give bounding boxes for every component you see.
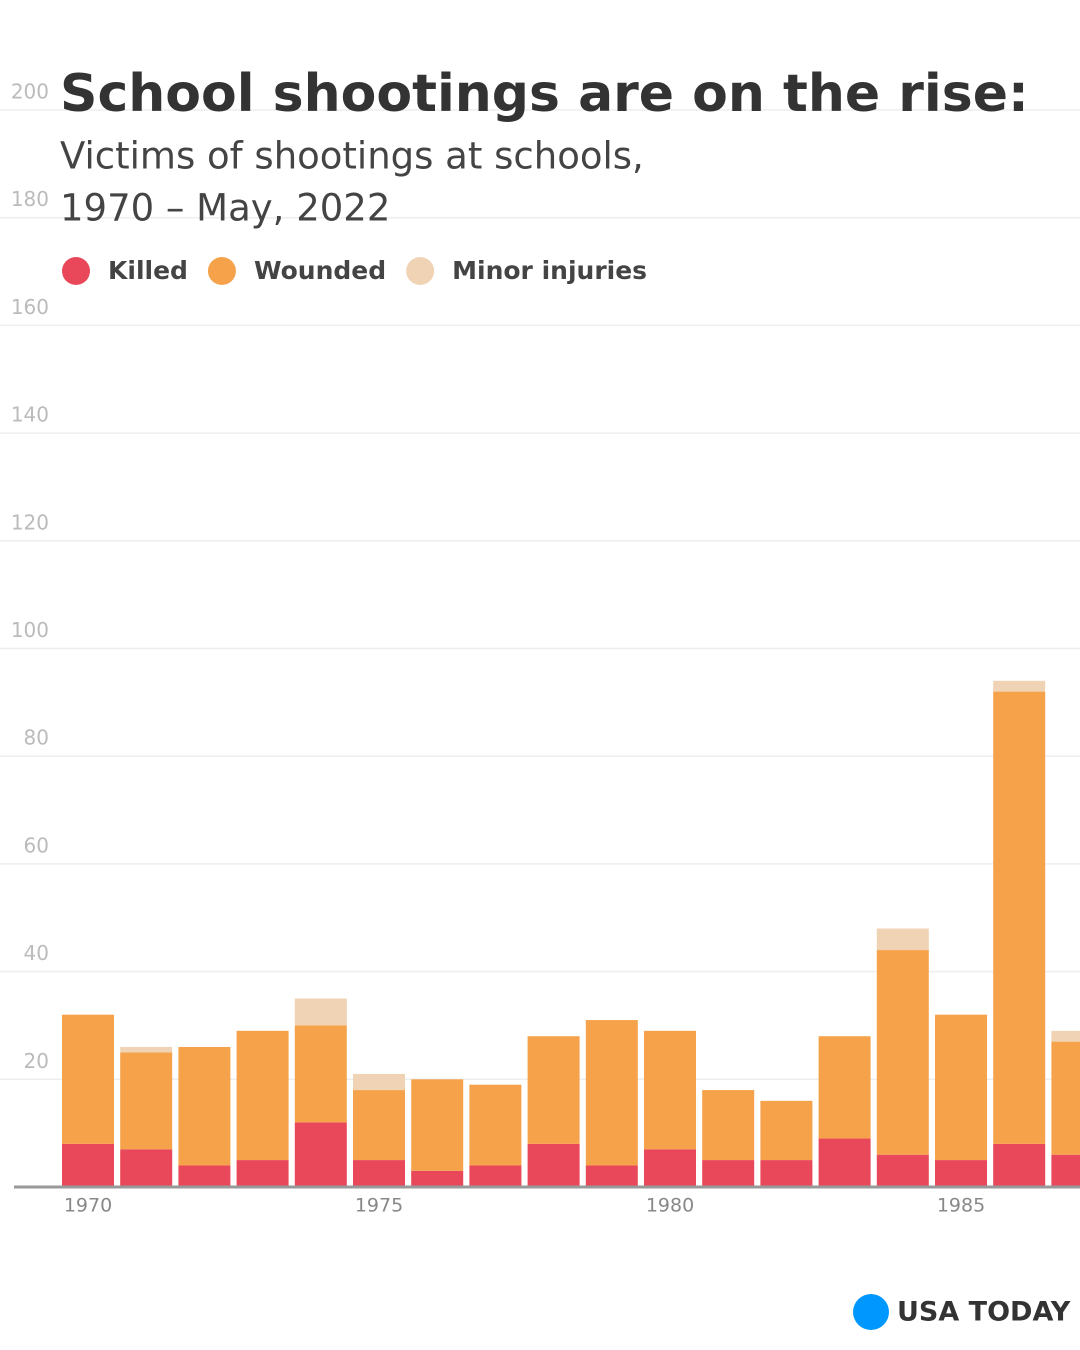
bar-segment bbox=[353, 1160, 405, 1187]
bar-segment bbox=[760, 1160, 813, 1187]
bar-segment bbox=[993, 1143, 1046, 1187]
bar-segment bbox=[876, 1154, 929, 1187]
legend-marker bbox=[406, 257, 435, 285]
bar-segment bbox=[876, 928, 929, 951]
y-tick-label: 120 bbox=[11, 510, 49, 534]
chart-subtitle: 1970 – May, 2022 bbox=[60, 187, 390, 230]
bar-segment bbox=[294, 1025, 347, 1123]
bar-segment bbox=[818, 1036, 871, 1139]
y-tick-label: 80 bbox=[24, 726, 49, 750]
bar-segment bbox=[294, 1122, 347, 1187]
bar-segment bbox=[469, 1084, 522, 1166]
legend: Killed Wounded Minor injuries bbox=[62, 256, 647, 285]
bar-segment bbox=[120, 1052, 173, 1150]
bar-segment bbox=[527, 1143, 580, 1187]
legend-marker bbox=[207, 257, 236, 285]
bar-segment bbox=[644, 1149, 696, 1187]
bar-segment bbox=[236, 1160, 289, 1187]
bar-segment bbox=[469, 1165, 522, 1187]
chart-subtitle: Victims of shootings at schools, bbox=[60, 135, 644, 178]
x-tick-label: 1980 bbox=[646, 1195, 694, 1217]
legend-label: Killed bbox=[108, 256, 188, 285]
x-tick-label: 1985 bbox=[937, 1195, 985, 1217]
bar-segment bbox=[62, 1143, 114, 1187]
grid-layer: 20 40 60 80 100 120 140 160 180 200 1970 1975 1980 19… bbox=[0, 80, 1080, 1217]
y-tick-label: 60 bbox=[24, 833, 49, 857]
bar-segment bbox=[62, 1014, 114, 1144]
y-tick-label: 200 bbox=[11, 80, 49, 104]
legend-marker bbox=[62, 257, 90, 285]
bar-segment bbox=[1051, 1154, 1080, 1187]
y-tick-label: 100 bbox=[11, 618, 49, 642]
x-tick-label: 1970 bbox=[64, 1195, 112, 1217]
bar-segment bbox=[876, 950, 929, 1155]
brand-logo bbox=[853, 1294, 889, 1330]
legend-label: Wounded bbox=[254, 256, 386, 285]
bar-segment bbox=[353, 1073, 405, 1091]
bar-segment bbox=[760, 1100, 813, 1161]
chart-title: School shootings are on the rise: bbox=[60, 64, 1029, 124]
y-tick-label: 20 bbox=[24, 1049, 49, 1073]
bar-segment bbox=[702, 1160, 755, 1187]
bar-segment bbox=[178, 1165, 231, 1187]
bar-segment bbox=[178, 1046, 231, 1166]
bar-segment bbox=[411, 1170, 464, 1187]
bar-segment bbox=[644, 1030, 696, 1150]
bar-segment bbox=[353, 1090, 405, 1161]
bar-segment bbox=[411, 1079, 464, 1171]
y-tick-label: 40 bbox=[24, 941, 49, 965]
y-tick-label: 160 bbox=[11, 295, 49, 319]
bar-segment bbox=[120, 1149, 173, 1187]
x-tick-label: 1975 bbox=[355, 1195, 403, 1217]
y-tick-label: 140 bbox=[11, 403, 49, 427]
bar-segment bbox=[585, 1165, 638, 1187]
brand-name: USA TODAY bbox=[897, 1297, 1071, 1328]
bar-segment bbox=[702, 1090, 755, 1161]
bar-segment bbox=[527, 1036, 580, 1144]
bar-segment bbox=[818, 1138, 871, 1187]
legend-label: Minor injuries bbox=[452, 256, 647, 285]
bar-segment bbox=[585, 1020, 638, 1166]
bar-segment bbox=[935, 1160, 987, 1187]
bar-segment bbox=[993, 680, 1046, 692]
y-tick-label: 180 bbox=[11, 187, 49, 211]
bar-segment bbox=[935, 1014, 987, 1161]
bar-segment bbox=[993, 691, 1046, 1144]
bar-segment bbox=[1051, 1030, 1080, 1042]
bar-segment bbox=[1051, 1041, 1080, 1155]
bar-layer bbox=[62, 680, 1080, 1187]
bar-segment bbox=[120, 1046, 173, 1053]
bar-segment bbox=[294, 998, 347, 1026]
bar-segment bbox=[236, 1030, 289, 1161]
